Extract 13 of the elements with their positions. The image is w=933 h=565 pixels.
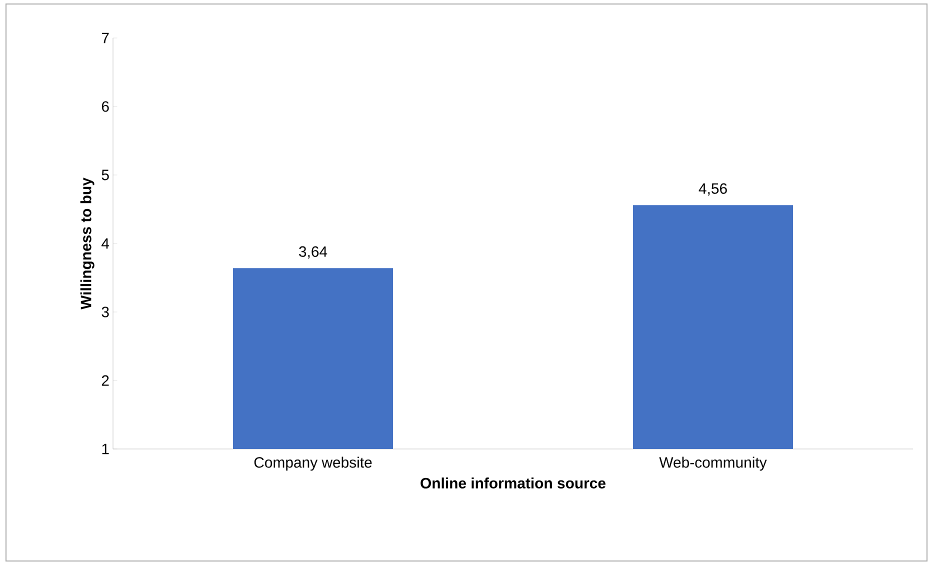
x-axis-title: Online information source (420, 478, 606, 488)
y-tick-label: 2 (102, 375, 109, 386)
y-tick-label: 4 (102, 238, 110, 249)
y-axis-title: Willingness to buy (80, 178, 94, 310)
y-tick-label: 5 (102, 170, 109, 180)
y-tick-label: 7 (102, 32, 109, 44)
x-tick-label: Web-community (659, 456, 767, 471)
data-label: 3,64 (299, 246, 328, 259)
y-tick-label: 1 (102, 444, 109, 454)
data-label: 4,56 (698, 183, 727, 196)
y-tick-label: 3 (102, 306, 109, 318)
y-tick-label: 6 (102, 101, 109, 112)
x-tick-label: Company website (254, 456, 372, 471)
